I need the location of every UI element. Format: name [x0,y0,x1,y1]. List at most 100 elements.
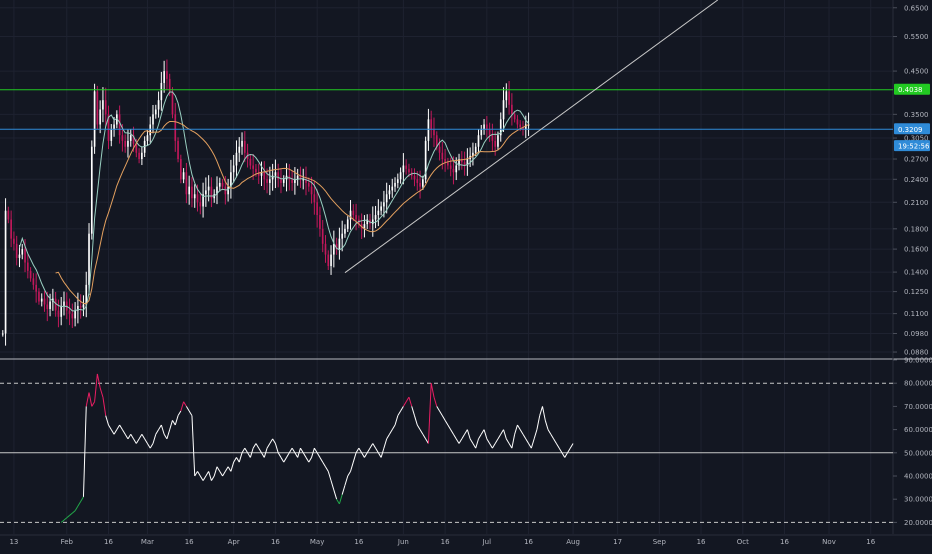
rsi-segment [436,406,440,412]
candle-body [60,305,63,317]
time-tick-label: 16 [780,538,789,546]
candle-body [438,146,441,153]
candle-body [1,333,4,335]
rsi-segment [219,471,223,477]
candle-body [483,124,485,130]
rsi-segment [439,410,443,416]
rsi-segment [96,373,101,388]
candle-body [207,186,210,191]
candle-body [241,140,243,147]
candle-body [355,215,357,220]
candle-body [252,165,254,169]
rsi-segment [522,433,527,440]
rsi-segment [344,475,349,486]
candle-body [513,114,516,120]
rsi-segment [550,433,555,440]
rsi-segment [541,406,546,421]
candle-body [166,71,168,79]
candle-body [77,305,79,311]
candle-body [93,91,96,147]
price-tick-label: 0.1100 [904,310,929,318]
rsi-segment [138,433,143,440]
rsi-segment [430,383,435,398]
rsi-segment [169,420,173,430]
price-pane[interactable] [0,0,893,346]
candle-body [511,104,513,115]
rsi-segment [174,415,179,426]
rsi-segment [300,447,304,454]
rsi-tick-label: 60.0000 [904,426,932,434]
rsi-segment [60,519,65,523]
candle-body [40,298,43,302]
rsi-segment [380,448,385,458]
rsi-segment [561,452,566,458]
current-price-tag-label: 0.3209 [898,126,923,134]
rsi-segment [82,406,87,497]
rsi-segment [327,471,332,481]
rsi-segment [249,448,254,458]
rsi-segment [389,429,393,435]
rsi-segment [152,434,157,444]
rsi-segment [202,475,207,481]
rsi-segment [528,443,532,449]
candle-body [152,114,154,125]
trendline[interactable] [344,0,719,274]
candle-body [422,179,424,187]
rsi-segment [366,447,371,454]
candle-body [104,100,107,115]
candle-body [129,135,132,141]
candle-body [54,298,57,311]
candle-body [179,159,182,180]
rsi-segment [308,457,313,463]
rsi-tick-label: 70.0000 [904,403,932,411]
rsi-segment [283,457,287,463]
candle-body [135,143,138,153]
candle-body [296,175,299,180]
rsi-segment [411,406,415,416]
rsi-segment [241,447,246,454]
rsi-segment [361,452,365,458]
rsi-segment [325,466,329,472]
candle-body [15,243,18,258]
rsi-segment [155,429,159,435]
candle-body [441,152,444,160]
grid [0,0,932,536]
time-tick-label: Oct [737,538,749,546]
candle-body [316,202,318,216]
candle-body [271,175,274,180]
rsi-segment [102,397,107,416]
rsi-segment [508,443,513,449]
rsi-segment [160,424,165,435]
rsi-segment [352,452,357,463]
countdown-price-tag [894,140,930,152]
price-axis[interactable]: 0.6500 0.5500 0.4500 0.3500 0.3050 0.2700 0.24… [893,4,930,357]
rsi-segment [113,429,118,435]
rsi-segment [525,438,529,444]
candle-body [191,186,193,199]
time-axis[interactable]: 13 Feb 16 Mar 16 Apr 16 May 16 Jun 16 Jul 16 Aug 17 Sep… [9,538,875,546]
rsi-segment [244,447,249,454]
candle-body [344,228,346,234]
rsi-segment [478,433,482,440]
candle-body [68,310,71,314]
candle-body [10,219,12,239]
rsi-segment [505,438,510,444]
rsi-segment [163,433,168,440]
rsi-segment [455,438,460,444]
candle-body [524,124,527,130]
rsi-segment [466,429,471,440]
candle-body [205,190,207,195]
candle-body [419,182,421,187]
candle-body [299,175,302,180]
rsi-segment [205,471,210,477]
rsi-pane[interactable] [0,373,893,523]
candle-body [107,114,110,141]
rsi-segment [517,424,521,430]
candle-body [277,172,280,180]
rsi-axis[interactable]: 90.0000 80.0000 70.0000 60.0000 50.0000 40.00… [893,357,932,527]
rsi-segment [121,429,126,435]
rsi-segment [383,438,388,449]
rsi-segment [91,401,96,407]
